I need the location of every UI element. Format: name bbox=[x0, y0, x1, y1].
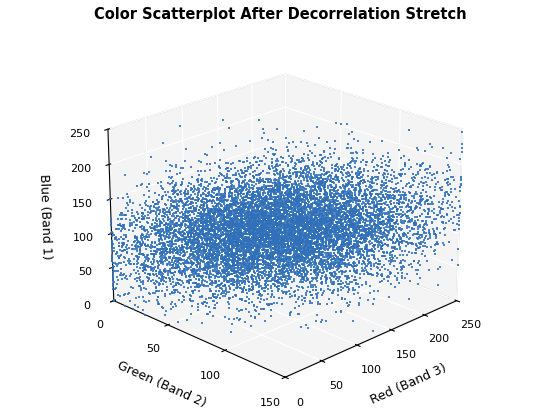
X-axis label: Red (Band 3): Red (Band 3) bbox=[369, 362, 449, 407]
Title: Color Scatterplot After Decorrelation Stretch: Color Scatterplot After Decorrelation St… bbox=[94, 7, 466, 22]
Y-axis label: Green (Band 2): Green (Band 2) bbox=[115, 359, 208, 410]
